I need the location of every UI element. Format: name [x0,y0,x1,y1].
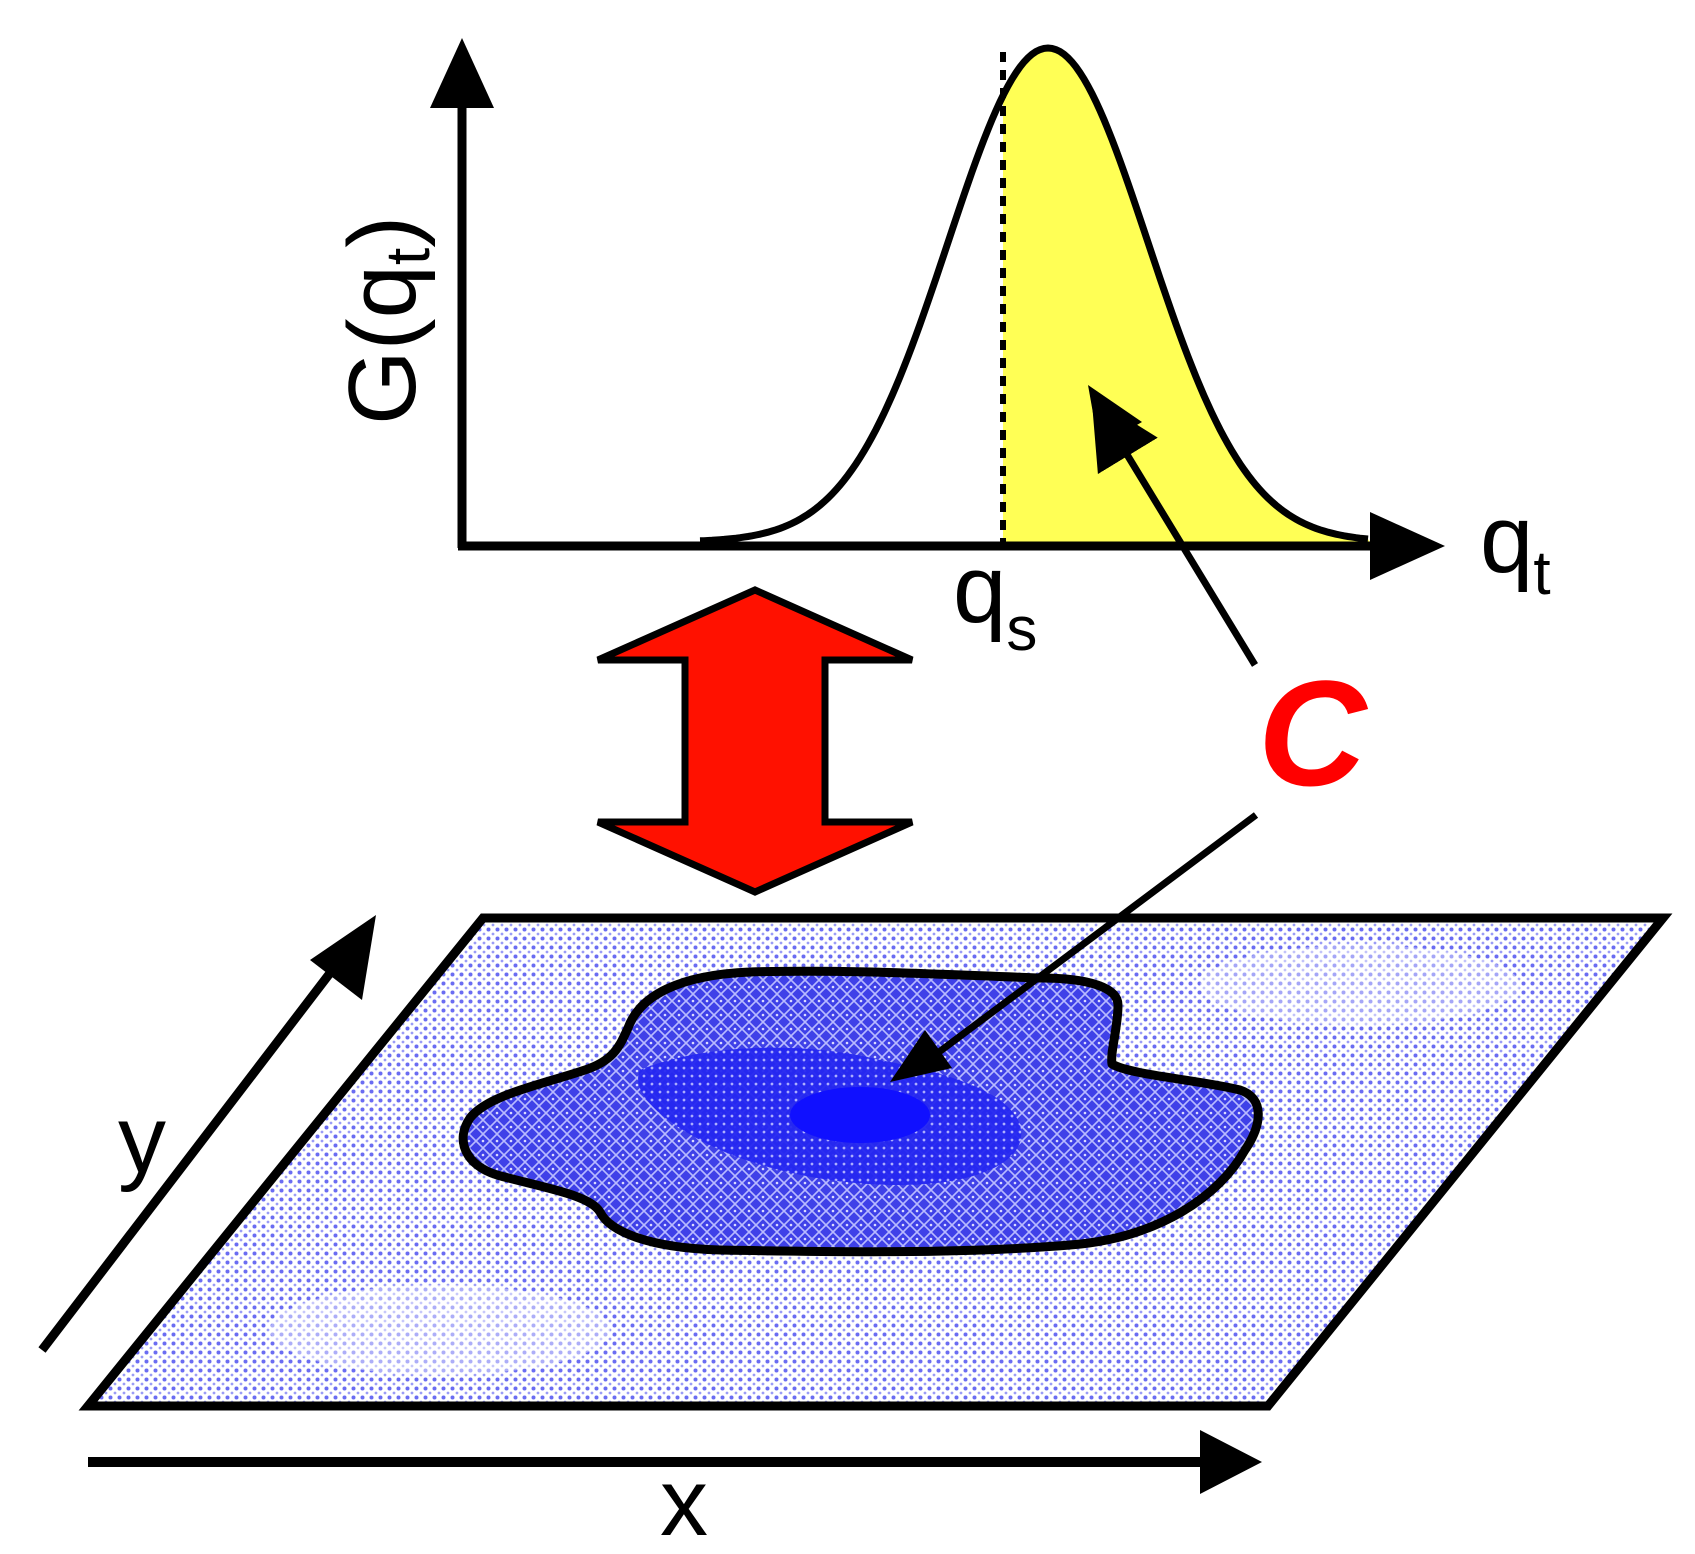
plane-y-axis [38,957,344,1353]
distribution-curve [699,44,1369,545]
spatial-plane [78,913,1673,1411]
plume-core [790,1087,930,1143]
threshold-label: qs [953,536,1037,664]
exceedance-area [1003,48,1370,542]
correspondence-double-arrow [596,586,914,896]
distribution-plot: G(qt) qt qs [329,38,1551,664]
plane-light-patch [1200,945,1520,1025]
y-axis-arrowhead [430,38,494,108]
x-axis-label: qt [1480,486,1551,608]
plane-x-axis-arrowhead [1200,1430,1262,1494]
pointer-arrow-to-tail [1091,396,1258,667]
plane-y-axis-label: y [118,1086,166,1193]
pointer-arrow-to-plume [932,812,1259,1058]
region-marker-label: C [1258,649,1369,817]
plane-x-axis-label: x [660,1449,708,1554]
plane-y-axis-arrowhead [310,915,376,1000]
pointer-arrowhead-plume [890,1030,952,1082]
plane-light-patch [270,1285,610,1375]
x-axis-arrowhead [1370,512,1445,580]
pointer-arrowhead-tail [1088,385,1142,447]
y-axis-label: G(qt) [329,216,443,425]
